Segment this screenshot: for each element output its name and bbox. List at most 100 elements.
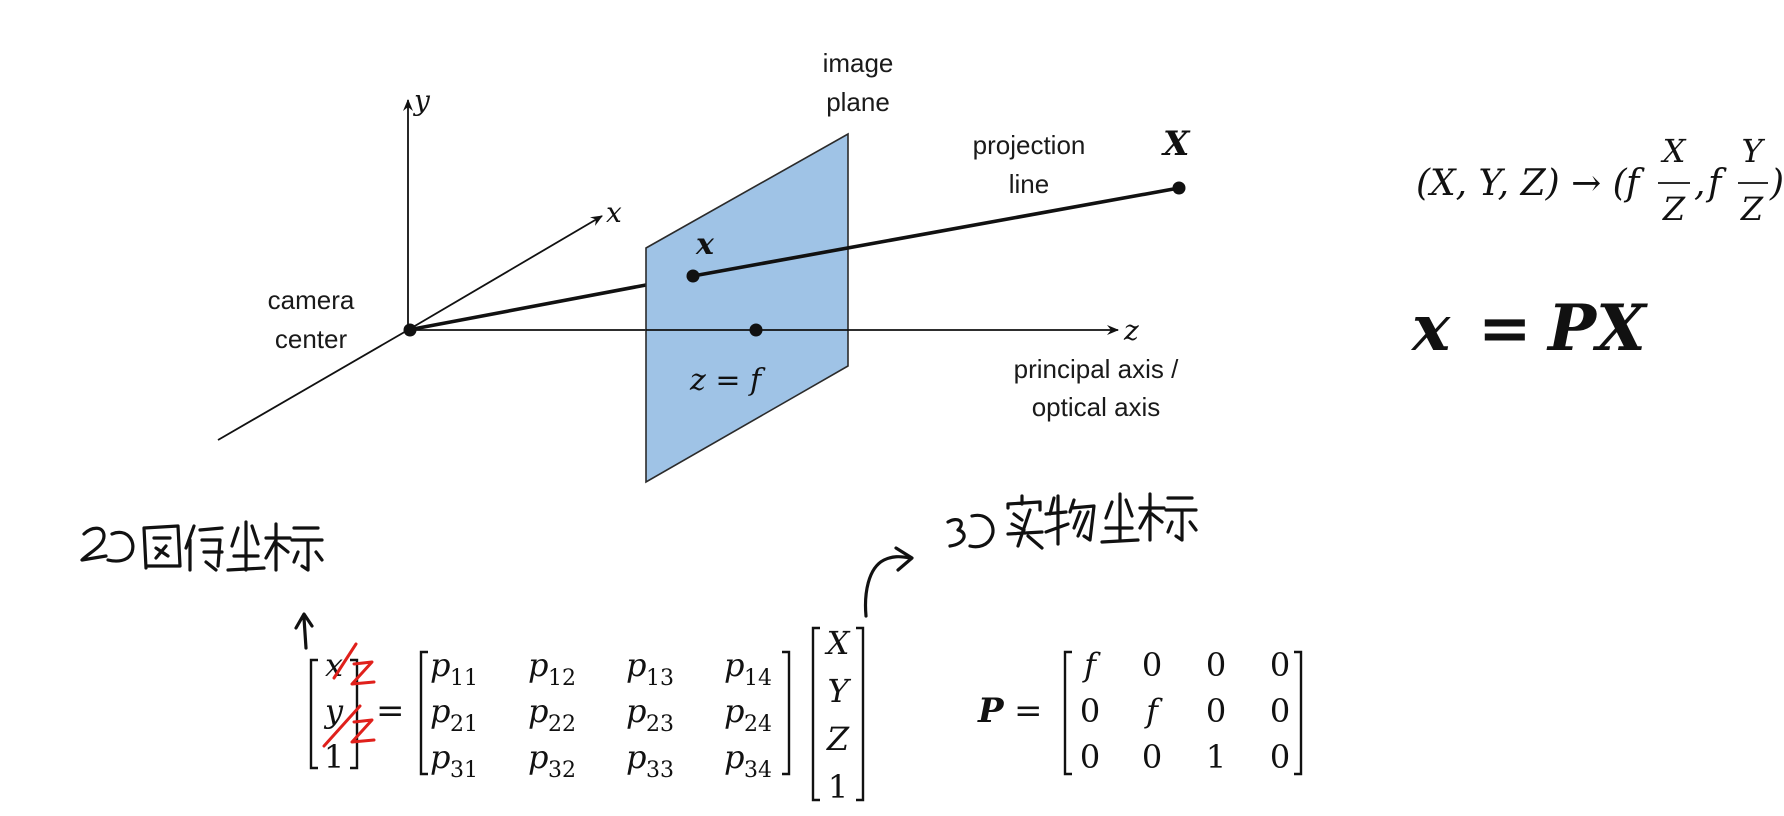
p-right-bracket: [782, 650, 791, 776]
svg-text:p: p: [724, 738, 744, 776]
mapping-right: ): [1769, 163, 1784, 204]
mapping-equation: (X, Y, Z) → ( f X Z , f Y Z ): [1416, 132, 1784, 228]
rhs-X: X: [824, 624, 851, 662]
rhs-Y: Y: [827, 672, 851, 710]
pdef-cell-34: 0: [1270, 738, 1290, 776]
red-strike-1: [332, 642, 358, 680]
pdef-left-bracket: [1063, 650, 1072, 776]
mapping-num1: X: [1660, 132, 1687, 170]
p-cell-12: p 12: [528, 646, 576, 691]
rhs-right-bracket: [856, 626, 865, 802]
x-axis-label: x: [606, 196, 622, 229]
lhs-y: y: [323, 692, 344, 730]
y-axis-label: y: [412, 84, 431, 117]
svg-text:p: p: [626, 646, 646, 684]
p-matrix-cells: p 11 p 12 p 13 p 14 p 21 p 22 p 23 p 24 p 31 p 32 …: [430, 646, 772, 783]
mapping-den2: Z: [1740, 190, 1764, 228]
pdef-cell-14: 0: [1270, 646, 1290, 684]
image-plane-label-line1: image: [823, 48, 894, 78]
pdef-cell-11: f: [1082, 646, 1101, 684]
pdef-cell-22: f: [1144, 692, 1163, 730]
rhs-Z: Z: [826, 720, 850, 758]
world-point-dot: [1172, 181, 1186, 195]
svg-text:13: 13: [646, 666, 674, 691]
svg-text:24: 24: [744, 712, 772, 737]
camera-center-label-line2: center: [275, 324, 348, 354]
p-cell-31: p 31: [430, 738, 478, 783]
svg-text:32: 32: [548, 758, 576, 783]
red-strike-2: [322, 704, 362, 748]
z-axis-label: z: [1123, 314, 1139, 347]
pdef-cell-13: 0: [1206, 646, 1226, 684]
p-cell-21: p 21: [430, 692, 478, 737]
lhs-right-bracket: [350, 658, 359, 770]
mapping-f1: f: [1623, 163, 1645, 204]
projection-rhs: PX: [1546, 291, 1648, 366]
pdef-cell-12: 0: [1142, 646, 1162, 684]
image-point-dot: [686, 269, 700, 283]
rhs-left-bracket: [811, 626, 820, 802]
mapping-comma: ,: [1694, 163, 1705, 204]
svg-text:p: p: [626, 738, 646, 776]
projection-line-label-line2: line: [1009, 169, 1049, 199]
pdef-cell-23: 0: [1206, 692, 1226, 730]
svg-text:p: p: [528, 738, 548, 776]
p-cell-34: p 34: [724, 738, 772, 783]
svg-text:31: 31: [450, 758, 478, 783]
svg-text:p: p: [430, 692, 450, 730]
p-left-bracket: [419, 650, 428, 776]
red-z-2: [350, 718, 376, 744]
svg-text:12: 12: [548, 666, 576, 691]
matrix-equation: x y 1 = p 11 p 12 p 13 p 14 p 21 p 22 p 23 p 24 …: [309, 624, 865, 806]
projection-line-label-line1: projection: [973, 130, 1086, 160]
camera-center-point: [403, 323, 417, 337]
p-cell-23: p 23: [626, 692, 674, 737]
lhs-left-bracket: [309, 658, 318, 770]
mapping-den1: Z: [1662, 190, 1686, 228]
image-point-label: x: [695, 227, 715, 262]
svg-text:23: 23: [646, 712, 674, 737]
mapping-num2: Y: [1741, 132, 1765, 170]
red-z-1: [350, 660, 376, 686]
pdef-cell-24: 0: [1270, 692, 1290, 730]
optical-axis-back-line: [217, 329, 409, 441]
mapping-left: (X, Y, Z) → (: [1416, 163, 1628, 204]
svg-text:p: p: [626, 692, 646, 730]
plane-equation: z = f: [689, 363, 766, 398]
p-matrix-definition: P = f 0 0 0 0 f 0 0 0 0 1 0: [977, 646, 1303, 776]
mapping-f2: f: [1705, 163, 1727, 204]
pdef-cell-31: 0: [1080, 738, 1100, 776]
principal-point-dot: [749, 323, 763, 337]
svg-text:14: 14: [744, 666, 772, 691]
projection-diagram: y x z x X z = f image plane projection l…: [217, 48, 1191, 484]
pdef-cell-21: 0: [1080, 692, 1100, 730]
x-axis-line: [407, 215, 603, 331]
handwritten-2d-image-coords: [80, 520, 324, 650]
svg-text:34: 34: [744, 758, 772, 783]
image-plane: [645, 132, 849, 484]
projection-lhs: x: [1410, 291, 1451, 366]
svg-text:33: 33: [646, 758, 674, 783]
camera-center-label-line1: camera: [268, 285, 355, 315]
matrix-equals: =: [376, 691, 405, 731]
svg-text:p: p: [430, 646, 450, 684]
p-cell-24: p 24: [724, 692, 772, 737]
p-cell-22: p 22: [528, 692, 576, 737]
projection-ray-behind: [407, 283, 647, 332]
principal-axis-label-line2: optical axis: [1032, 392, 1161, 422]
rhs-1: 1: [828, 768, 848, 806]
projection-ray: [692, 186, 1180, 278]
projection-equation: x = PX: [1410, 291, 1648, 366]
lhs-x: x: [325, 646, 343, 684]
p-cell-33: p 33: [626, 738, 674, 783]
pdef-cell-32: 0: [1142, 738, 1162, 776]
projection-equals: =: [1478, 291, 1532, 366]
svg-text:11: 11: [450, 666, 478, 691]
svg-text:p: p: [724, 646, 744, 684]
p-cell-14: p 14: [724, 646, 772, 691]
pdef-cell-33: 1: [1206, 738, 1226, 776]
svg-text:21: 21: [450, 712, 478, 737]
p-matrix-name: P: [977, 691, 1005, 731]
p-cell-13: p 13: [626, 646, 674, 691]
